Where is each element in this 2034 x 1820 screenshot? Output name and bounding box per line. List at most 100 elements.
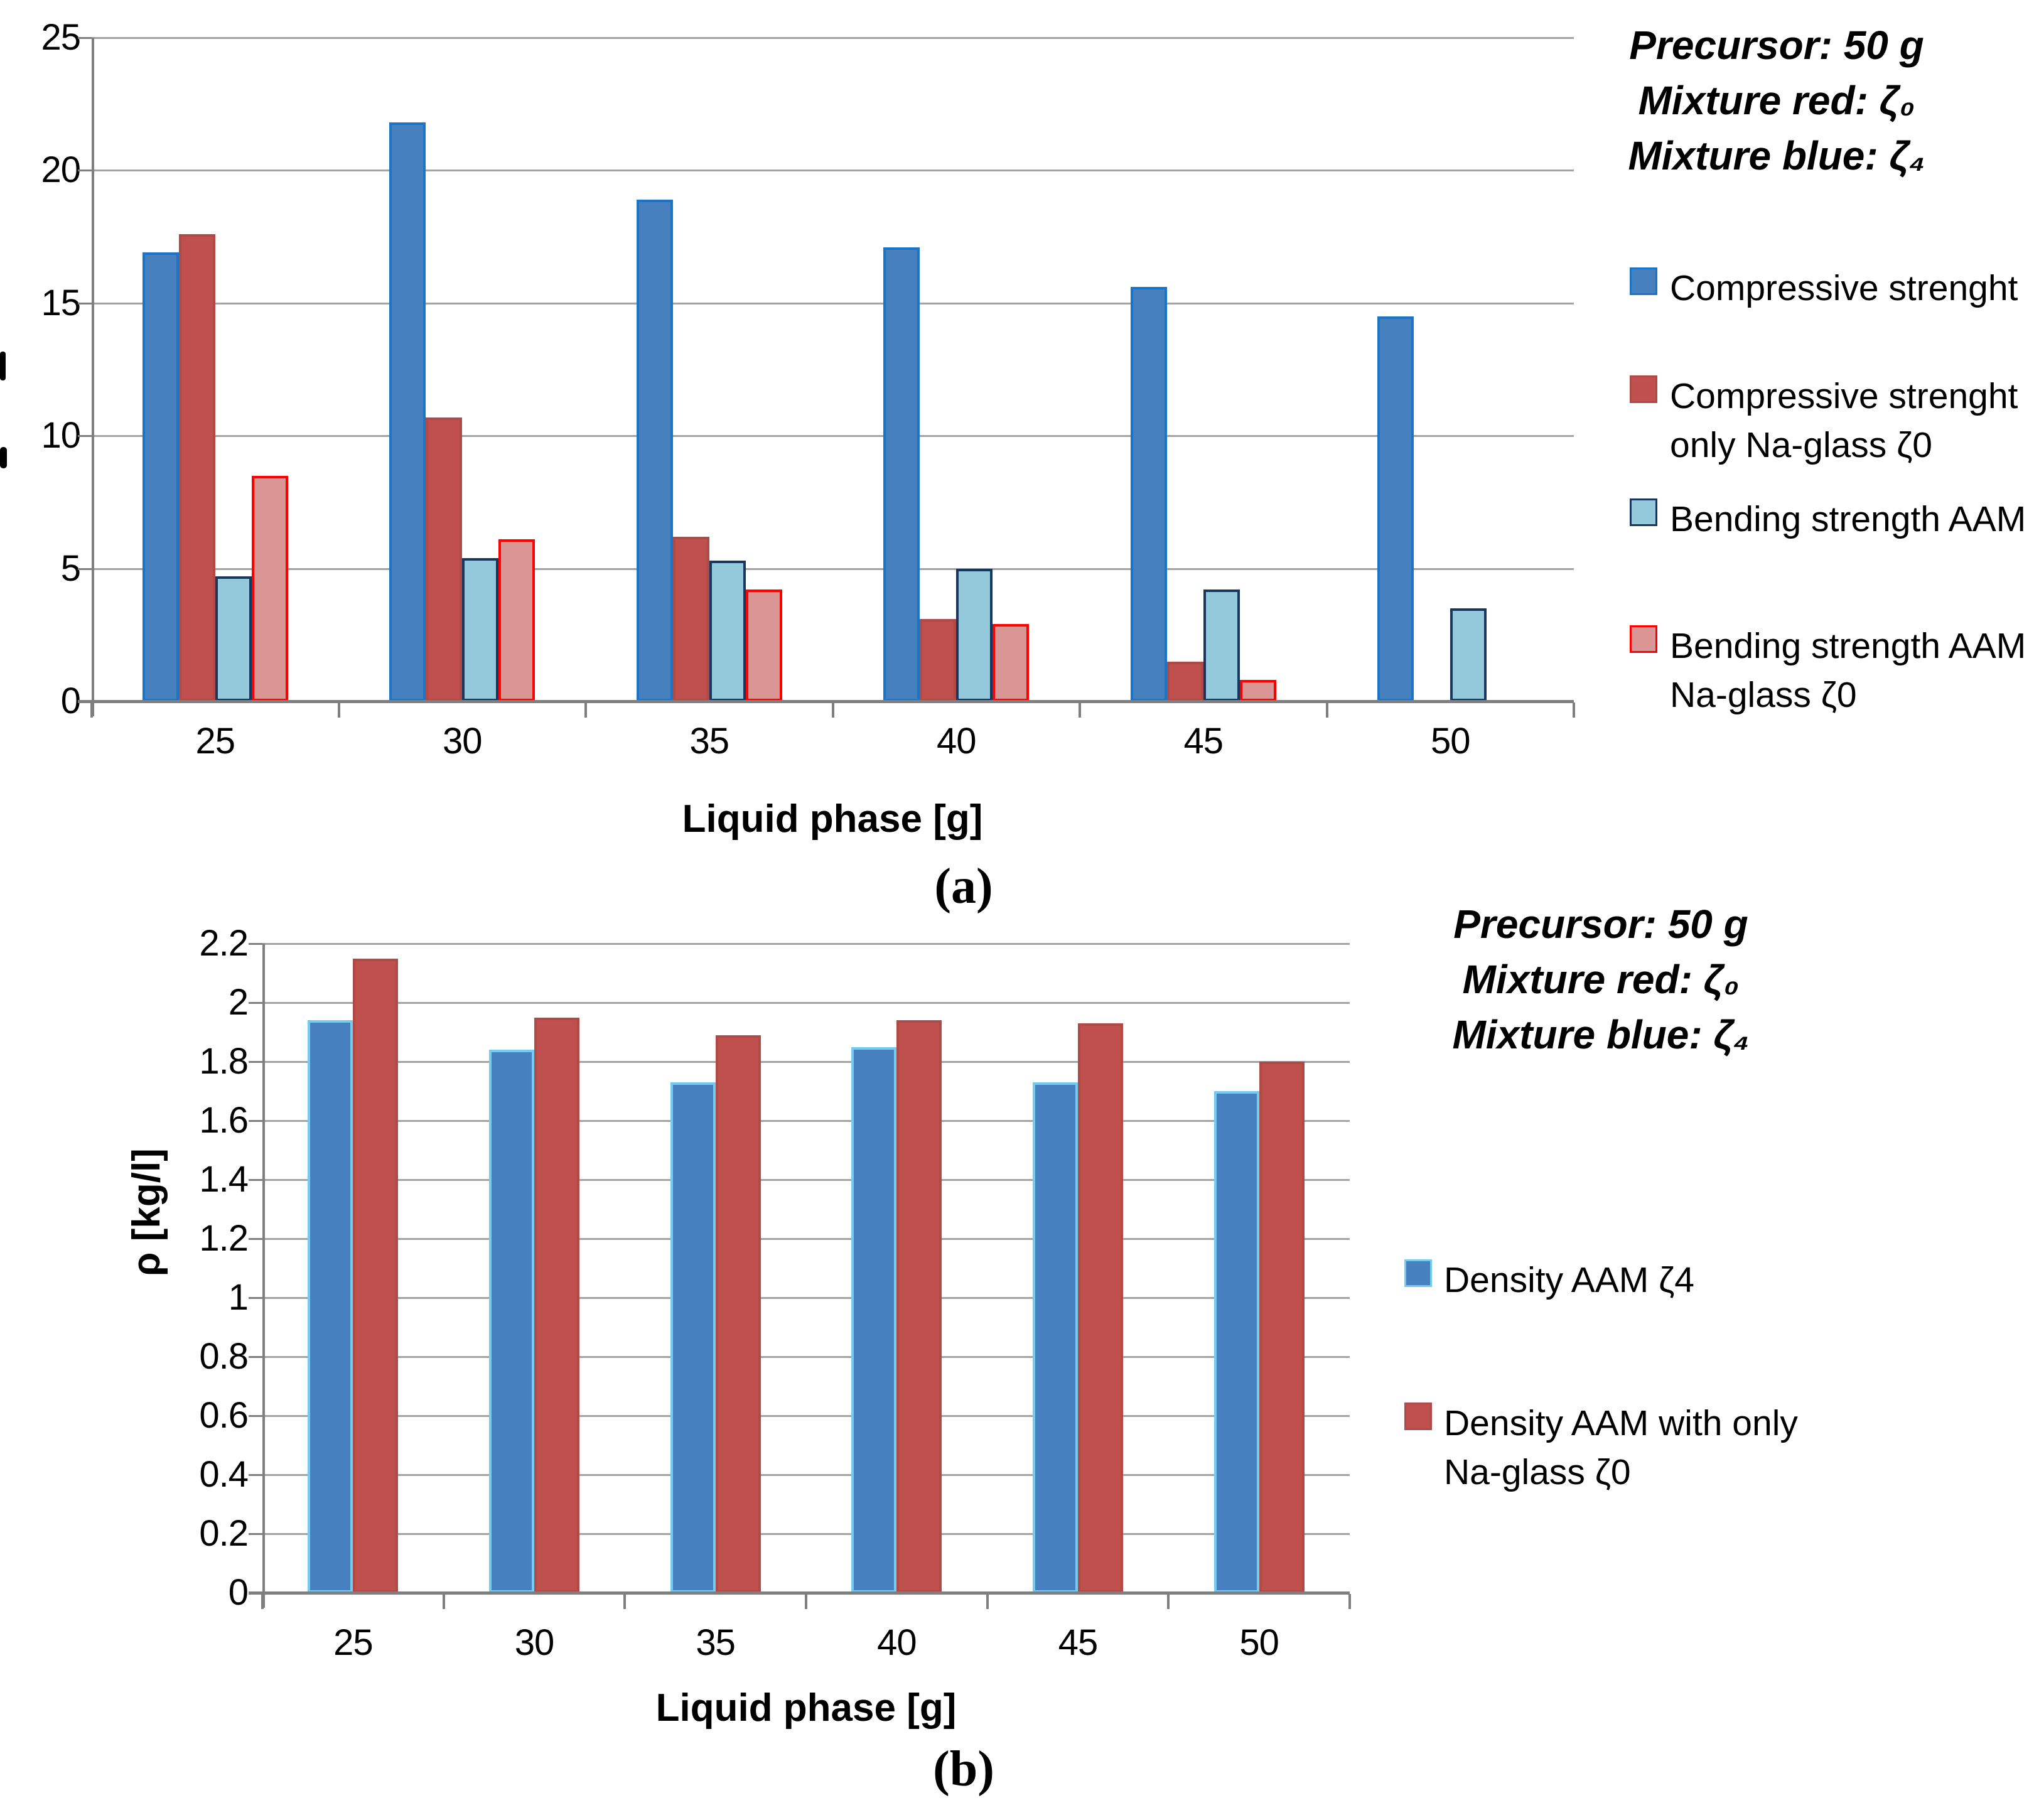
x-tick-mark (805, 1594, 807, 1609)
bar (956, 568, 993, 701)
legend-label-line: Bending strength AAM (1670, 499, 2026, 539)
legend-swatch (1630, 498, 1657, 526)
legend-label: Density AAM with only Na-glass ζ0 (1444, 1399, 1798, 1497)
x-tick-mark (261, 1594, 264, 1609)
gridline (262, 1238, 1350, 1240)
bar (672, 536, 709, 701)
legend-label-line: Bending strength AAM (1670, 626, 2026, 666)
bar (745, 590, 782, 701)
annotation-line: Mixture blue: ζ₄ (1452, 1012, 1750, 1057)
gridline (92, 568, 1574, 570)
y-tick-mark (78, 435, 92, 438)
chart-b-x-axis-title: Liquid phase [g] (655, 1686, 957, 1730)
bar (353, 958, 399, 1593)
bar (896, 1020, 942, 1593)
x-category-label: 45 (1058, 1622, 1099, 1663)
gridline (262, 1474, 1350, 1476)
bar (142, 252, 179, 701)
legend-label-line: Compressive strenght (1670, 268, 2018, 308)
bar (1239, 680, 1276, 701)
y-tick-label: 20 (41, 149, 81, 191)
x-tick-mark (623, 1594, 627, 1609)
gridline (92, 37, 1574, 39)
legend-label: Compressive strenght only Na-glass ζ0 (1670, 372, 2018, 470)
gridline (92, 302, 1574, 304)
bar (1078, 1023, 1123, 1593)
y-tick-label: 1.6 (199, 1100, 249, 1141)
y-tick-label: 2 (228, 982, 249, 1023)
x-tick-mark (1325, 703, 1328, 718)
clipped-y-axis-title-fragment (0, 447, 7, 468)
y-tick-label: 0 (60, 681, 81, 721)
x-tick-mark (986, 1594, 989, 1609)
gridline (262, 943, 1350, 945)
x-tick-mark (337, 703, 340, 718)
x-tick-mark (831, 703, 834, 718)
x-category-label: 35 (696, 1622, 736, 1663)
bar (489, 1050, 534, 1593)
y-tick-label: 1 (228, 1277, 249, 1318)
y-tick-label: 0.6 (199, 1395, 249, 1436)
legend-swatch (1404, 1403, 1432, 1430)
gridline (262, 1415, 1350, 1417)
bar (426, 417, 463, 701)
annotation-line: Precursor: 50 g (1629, 23, 1924, 68)
bar (920, 618, 957, 701)
gridline (262, 1179, 1350, 1181)
annotation-line: Mixture blue: ζ₄ (1628, 133, 1925, 178)
bar (715, 1035, 761, 1593)
legend-label-line: Na-glass ζ0 (1670, 675, 1857, 715)
bar (498, 539, 535, 701)
legend-swatch (1630, 375, 1657, 403)
gridline (262, 1120, 1350, 1122)
bar (215, 576, 252, 701)
bar (178, 234, 215, 701)
y-axis-line (92, 38, 94, 716)
clipped-y-axis-title-fragment (0, 352, 6, 380)
legend-swatch (1404, 1259, 1432, 1287)
bar (1377, 316, 1414, 701)
y-tick-label: 1.2 (199, 1218, 249, 1259)
bar (670, 1082, 716, 1593)
bar (389, 122, 426, 701)
y-tick-mark (78, 568, 92, 570)
chart-b-annotation: Precursor: 50 g Mixture red: ζ₀ Mixture … (1387, 897, 1814, 1062)
bar (1450, 608, 1487, 701)
gridline (262, 1356, 1350, 1358)
x-category-label: 40 (877, 1622, 917, 1663)
x-axis-line (249, 1591, 1350, 1595)
y-tick-mark (249, 1002, 262, 1004)
bar (462, 557, 499, 701)
y-tick-mark (78, 701, 92, 703)
gridline (92, 170, 1574, 172)
x-tick-mark (1348, 1594, 1351, 1609)
y-tick-label: 10 (41, 415, 81, 456)
y-tick-label: 5 (60, 547, 81, 589)
gridline (262, 1297, 1350, 1299)
legend-label-line: Density AAM with only (1444, 1403, 1798, 1443)
bar (308, 1020, 353, 1593)
x-tick-mark (1167, 1594, 1170, 1609)
legend-swatch (1630, 625, 1657, 653)
annotation-line: Mixture red: ζ₀ (1638, 78, 1915, 123)
y-tick-mark (249, 943, 262, 945)
x-tick-mark (1573, 703, 1575, 718)
y-tick-label: 1.8 (199, 1041, 249, 1082)
legend-label-line: Na-glass ζ0 (1444, 1452, 1631, 1492)
x-category-label: 50 (1430, 721, 1471, 762)
bar (1203, 590, 1240, 701)
bar (251, 475, 288, 701)
x-tick-mark (1079, 703, 1081, 718)
y-tick-mark (78, 37, 92, 39)
annotation-line: Precursor: 50 g (1453, 902, 1748, 947)
x-category-label: 25 (195, 721, 235, 762)
y-tick-mark (78, 170, 92, 172)
bar (1130, 287, 1167, 701)
legend-label: Bending strength AAM (1670, 495, 2026, 544)
legend-label-line: Compressive strenght (1670, 376, 2018, 416)
x-category-label: 30 (514, 1622, 555, 1663)
x-tick-mark (584, 703, 587, 718)
y-tick-label: 0.8 (199, 1336, 249, 1377)
gridline (262, 1533, 1350, 1535)
panel-b-caption: (b) (933, 1742, 994, 1797)
